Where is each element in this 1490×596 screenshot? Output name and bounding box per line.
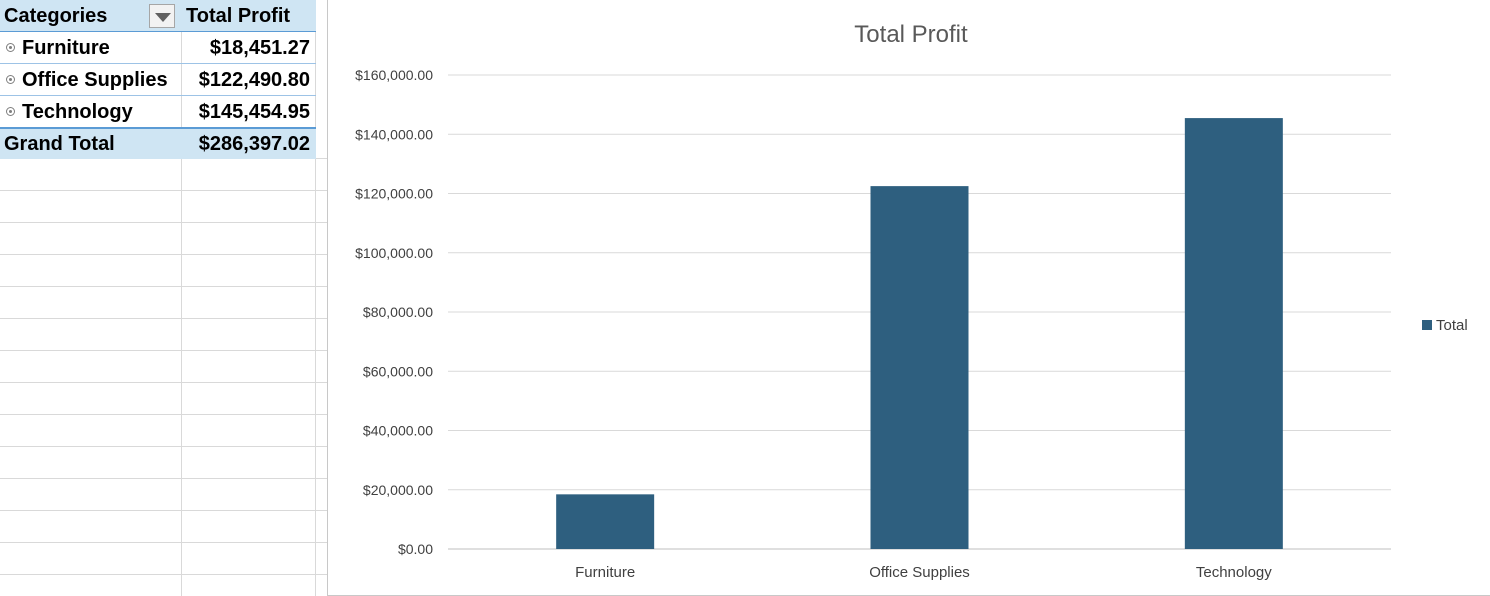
row-value: $18,451.27	[209, 37, 310, 59]
value-field-header[interactable]: Total Profit	[186, 5, 291, 27]
row-label: Office Supplies	[22, 69, 168, 91]
x-tick-label: Office Supplies	[869, 564, 970, 581]
x-tick-label: Furniture	[575, 564, 635, 581]
pivot-row[interactable]: Technology $145,454.95	[0, 96, 316, 128]
y-tick-label: $100,000.00	[355, 245, 433, 261]
bar	[556, 494, 655, 549]
expand-icon[interactable]	[6, 43, 15, 52]
pivot-chart[interactable]: Total Profit $0.00 $20,000.00 $40,000.00 $60…	[327, 0, 1490, 596]
row-label: Technology	[22, 101, 133, 123]
legend-swatch	[1422, 320, 1432, 330]
y-tick-label: $0.00	[398, 541, 433, 557]
pivot-header-row: Categories Total Profit	[0, 0, 316, 32]
bar	[870, 186, 969, 549]
x-tick-label: Technology	[1196, 564, 1272, 581]
filter-dropdown-button[interactable]	[149, 4, 175, 28]
y-tick-label: $80,000.00	[363, 304, 433, 320]
row-value: $122,490.80	[198, 69, 310, 91]
chart-title: Total Profit	[854, 21, 968, 48]
row-labels-header[interactable]: Categories	[4, 5, 108, 27]
grand-total-value: $286,397.02	[198, 133, 310, 155]
grand-total-label: Grand Total	[4, 133, 115, 155]
expand-icon[interactable]	[6, 107, 15, 116]
legend-label: Total	[1436, 317, 1468, 334]
y-tick-label: $60,000.00	[363, 363, 433, 379]
grand-total-row[interactable]: Grand Total $286,397.02	[0, 128, 316, 159]
chart-svg: Total Profit $0.00 $20,000.00 $40,000.00 $60…	[355, 21, 1468, 581]
row-value: $145,454.95	[198, 101, 310, 123]
y-tick-label: $140,000.00	[355, 126, 433, 142]
pivot-row[interactable]: Furniture $18,451.27	[0, 32, 316, 64]
expand-icon[interactable]	[6, 75, 15, 84]
y-tick-label: $40,000.00	[363, 423, 433, 439]
y-tick-label: $160,000.00	[355, 67, 433, 83]
row-label: Furniture	[22, 37, 110, 59]
pivot-row[interactable]: Office Supplies $122,490.80	[0, 64, 316, 96]
bar	[1184, 118, 1283, 549]
y-tick-label: $120,000.00	[355, 186, 433, 202]
y-tick-label: $20,000.00	[363, 482, 433, 498]
